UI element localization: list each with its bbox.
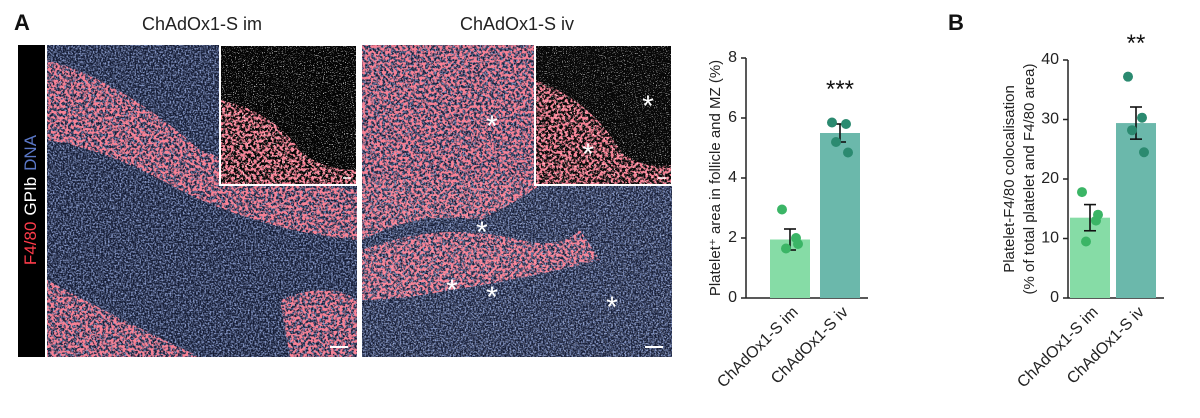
stain-red: F4/80 [21, 222, 40, 265]
panel-label: A [14, 10, 30, 35]
image-title: ChAdOx1-S im [142, 14, 262, 34]
error-bar [1130, 106, 1142, 140]
data-point [1139, 147, 1149, 158]
stain-white: GPIb [21, 177, 40, 216]
y-tick-label: 40 [1041, 51, 1059, 68]
data-point [1077, 187, 1087, 198]
x-tick-label: ChAdOx1-S im [1014, 304, 1101, 391]
data-point [831, 137, 841, 147]
data-point [793, 239, 803, 249]
stain-blue: DNA [21, 134, 40, 171]
y-tick-label: 0 [728, 289, 737, 306]
panel-label: B [948, 10, 964, 35]
image-marker: * [606, 291, 618, 324]
image-marker: * [486, 110, 498, 143]
y-axis-label: Platelet-F4/80 colocalisation [1001, 85, 1018, 273]
y-tick-label: 0 [1050, 289, 1059, 306]
y-tick-label: 4 [728, 169, 737, 186]
stain-strip [18, 45, 45, 357]
image-marker: * [476, 216, 488, 249]
bar [820, 133, 860, 298]
image-marker: * [582, 138, 594, 171]
y-tick-label: 30 [1041, 111, 1059, 128]
y-axis-label: Platelet⁺ area in follicle and MZ (%) [707, 60, 724, 296]
data-point [781, 243, 791, 254]
data-point [843, 147, 853, 158]
data-point [1081, 236, 1091, 247]
data-point [841, 119, 851, 129]
y-tick-label: 6 [728, 109, 737, 126]
image-marker: * [642, 90, 654, 123]
significance: *** [826, 76, 854, 103]
micrograph [362, 44, 673, 357]
stain-label: F4/80 GPIb DNA [21, 134, 40, 265]
data-point [1123, 71, 1133, 82]
image-marker: * [446, 274, 458, 307]
data-point [827, 117, 837, 128]
y-tick-label: 20 [1041, 170, 1059, 187]
image-title: ChAdOx1-S iv [460, 14, 574, 34]
error-bar [1084, 203, 1096, 232]
image-marker: * [486, 281, 498, 314]
micrograph [47, 44, 358, 357]
significance: ** [1127, 30, 1146, 57]
y-tick-label: 10 [1041, 230, 1059, 247]
y-tick-label: 8 [728, 49, 737, 66]
data-point [1093, 209, 1103, 220]
data-point [1127, 125, 1137, 136]
bar [1116, 123, 1156, 298]
data-point [1137, 112, 1147, 123]
y-tick-label: 2 [728, 229, 737, 246]
y-axis-label: (% of total platelet and F4/80 area) [1021, 64, 1038, 295]
data-point [777, 204, 787, 215]
